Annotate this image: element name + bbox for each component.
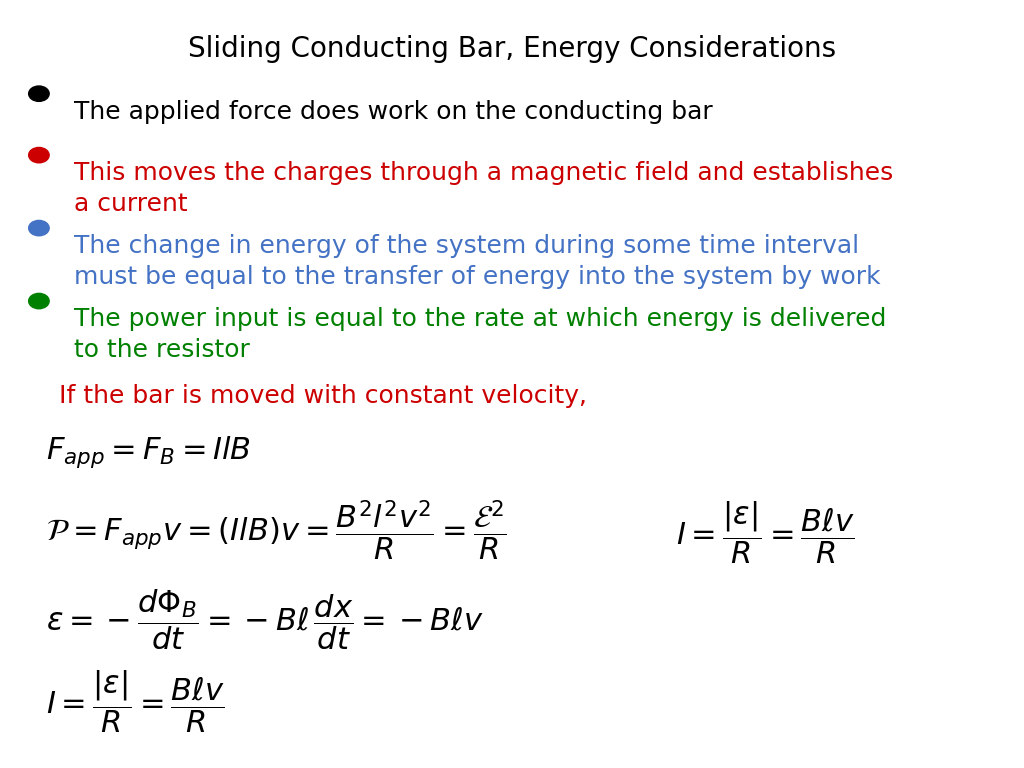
- Text: Sliding Conducting Bar, Energy Considerations: Sliding Conducting Bar, Energy Considera…: [188, 35, 836, 62]
- Circle shape: [29, 147, 49, 163]
- Text: This moves the charges through a magnetic field and establishes
a current: This moves the charges through a magneti…: [74, 161, 893, 216]
- Circle shape: [29, 86, 49, 101]
- Circle shape: [29, 293, 49, 309]
- Text: $I = \dfrac{|\varepsilon|}{R} = \dfrac{B\ell v}{R}$: $I = \dfrac{|\varepsilon|}{R} = \dfrac{B…: [676, 499, 854, 566]
- Circle shape: [29, 220, 49, 236]
- Text: The power input is equal to the rate at which energy is delivered
to the resisto: The power input is equal to the rate at …: [74, 307, 886, 362]
- Text: If the bar is moved with constant velocity,: If the bar is moved with constant veloci…: [59, 384, 588, 408]
- Text: The change in energy of the system during some time interval
must be equal to th: The change in energy of the system durin…: [74, 234, 881, 289]
- Text: $I = \dfrac{|\varepsilon|}{R} = \dfrac{B\ell v}{R}$: $I = \dfrac{|\varepsilon|}{R} = \dfrac{B…: [46, 668, 224, 735]
- Text: $\mathcal{P} = F_{app}v = \left(IlB\right)v = \dfrac{B^2l^2v^2}{R} = \dfrac{\mat: $\mathcal{P} = F_{app}v = \left(IlB\righ…: [46, 499, 507, 563]
- Text: $F_{app} = F_B = IlB$: $F_{app} = F_B = IlB$: [46, 434, 251, 470]
- Text: $\varepsilon = -\dfrac{d\Phi_B}{dt} = -B\ell\,\dfrac{dx}{dt} = -B\ell v$: $\varepsilon = -\dfrac{d\Phi_B}{dt} = -B…: [46, 588, 483, 652]
- Text: The applied force does work on the conducting bar: The applied force does work on the condu…: [74, 100, 713, 124]
